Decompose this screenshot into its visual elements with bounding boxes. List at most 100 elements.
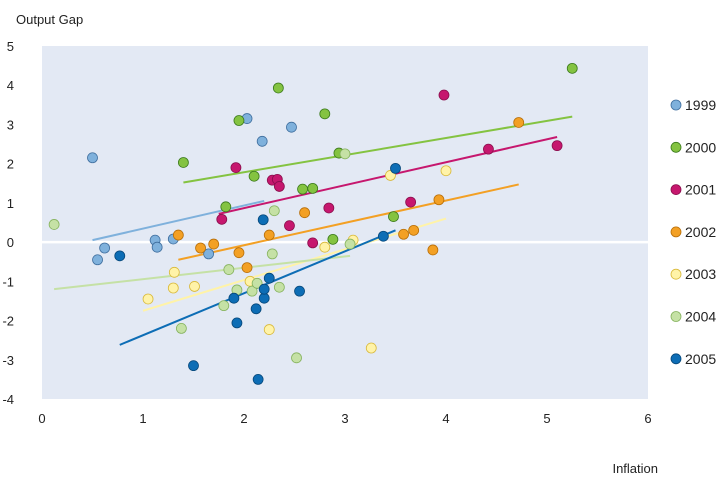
- point-2000: [220, 201, 232, 213]
- point-2002: [208, 238, 220, 250]
- point-2003: [440, 165, 452, 177]
- x-tick-label: 6: [644, 411, 651, 426]
- point-2000: [566, 62, 578, 74]
- legend-marker-2001: [670, 184, 682, 196]
- point-2002: [263, 229, 275, 241]
- point-1999: [92, 254, 103, 266]
- legend-label-2005: 2005: [685, 351, 716, 367]
- data-points: [48, 62, 578, 385]
- x-tick-label: 1: [139, 411, 146, 426]
- point-2001: [323, 202, 335, 214]
- point-2005: [188, 360, 199, 372]
- point-1999: [151, 241, 163, 253]
- point-2003: [365, 342, 377, 354]
- point-2000: [233, 115, 245, 126]
- point-2005: [231, 317, 243, 329]
- x-tick-label: 4: [442, 411, 449, 426]
- point-1999: [286, 121, 297, 133]
- x-tick-label: 3: [341, 411, 348, 426]
- point-2001: [216, 213, 228, 225]
- legend-label-2001: 2001: [685, 182, 716, 198]
- point-2005: [258, 292, 270, 304]
- point-2004: [344, 238, 356, 250]
- point-2005: [294, 285, 305, 297]
- point-2004: [273, 281, 285, 293]
- point-2000: [327, 233, 339, 245]
- y-tick-label: 0: [7, 235, 14, 250]
- point-2003: [319, 241, 331, 253]
- point-2002: [233, 247, 245, 259]
- point-2005: [250, 303, 262, 315]
- trend-line-2000: [183, 115, 573, 184]
- point-2000: [307, 182, 319, 194]
- legend-marker-2005: [670, 353, 682, 365]
- x-tick-label: 5: [543, 411, 550, 426]
- point-2005: [263, 272, 275, 284]
- point-2004: [218, 300, 230, 312]
- point-2000: [177, 157, 189, 168]
- point-2003: [142, 293, 154, 305]
- point-2002: [433, 194, 445, 206]
- point-1999: [256, 135, 268, 147]
- point-2000: [248, 170, 260, 182]
- point-2004: [268, 205, 280, 217]
- x-tick-label: 0: [38, 411, 45, 426]
- point-2000: [297, 183, 308, 195]
- point-2003: [263, 324, 275, 335]
- legend-label-2003: 2003: [685, 266, 716, 282]
- trend-line-1999: [92, 199, 265, 242]
- y-tick-label: -4: [2, 392, 14, 407]
- point-2005: [114, 250, 126, 262]
- legend-label-2000: 2000: [685, 139, 716, 155]
- legend-marker-1999: [670, 99, 682, 111]
- point-2004: [48, 219, 60, 230]
- y-tick-label: 3: [7, 117, 14, 132]
- legend: 1999 2000 2001 2002 2003 2004 2005: [670, 97, 716, 367]
- y-tick-label: 2: [7, 157, 14, 172]
- point-1999: [99, 242, 111, 254]
- point-2004: [339, 148, 351, 160]
- point-2001: [405, 196, 417, 208]
- point-2002: [241, 262, 253, 274]
- y-tick-label: 4: [7, 78, 14, 93]
- point-2001: [273, 181, 285, 192]
- point-2005: [377, 230, 389, 242]
- point-2005: [228, 292, 240, 304]
- legend-marker-2004: [670, 311, 682, 322]
- point-2004: [246, 285, 258, 297]
- legend-label-1999: 1999: [685, 97, 716, 113]
- point-2001: [438, 89, 450, 101]
- point-2002: [172, 229, 184, 241]
- point-2002: [195, 242, 206, 254]
- point-2002: [299, 207, 311, 219]
- point-2002: [408, 224, 420, 236]
- point-2001: [284, 220, 295, 232]
- point-2004: [223, 264, 235, 275]
- y-tick-label: 5: [7, 39, 14, 54]
- legend-label-2002: 2002: [685, 224, 716, 240]
- legend-label-2004: 2004: [685, 309, 716, 325]
- trend-line-2004: [54, 254, 351, 291]
- x-axis-title: Inflation: [612, 461, 658, 476]
- point-2002: [513, 117, 525, 128]
- y-tick-label: -1: [2, 274, 14, 289]
- point-2004: [291, 352, 302, 364]
- point-2001: [307, 237, 319, 249]
- point-2004: [251, 277, 263, 289]
- y-tick-label: -3: [2, 353, 14, 368]
- point-2005: [258, 283, 270, 295]
- y-axis-title: Output Gap: [16, 12, 83, 27]
- point-2000: [319, 108, 331, 120]
- point-2000: [388, 211, 399, 223]
- point-2001: [230, 162, 242, 173]
- trend-line-2003: [142, 217, 447, 312]
- point-2004: [175, 322, 187, 334]
- point-2003: [167, 282, 179, 294]
- point-2002: [427, 244, 439, 256]
- point-2003: [189, 281, 200, 292]
- point-1999: [203, 248, 215, 260]
- point-2001: [483, 143, 494, 155]
- point-2003: [168, 266, 180, 278]
